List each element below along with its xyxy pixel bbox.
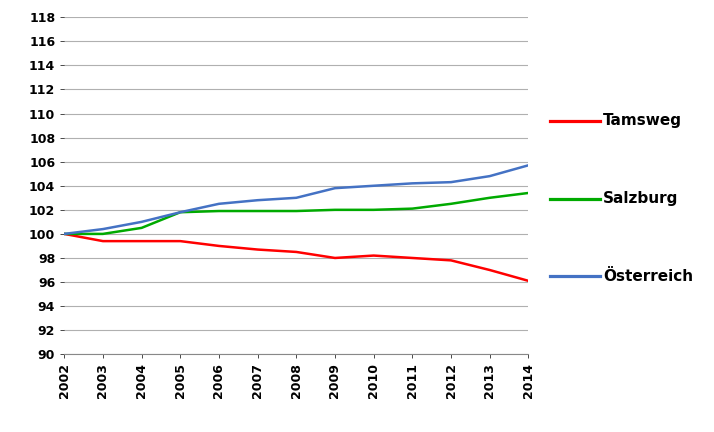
Text: Tamsweg: Tamsweg (603, 114, 683, 128)
Text: Österreich: Österreich (603, 269, 693, 284)
Text: Salzburg: Salzburg (603, 191, 679, 206)
